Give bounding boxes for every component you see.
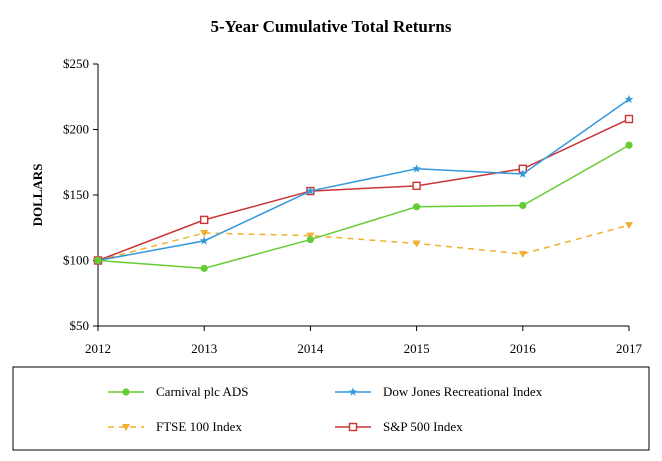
legend-item: Dow Jones Recreational Index: [335, 384, 543, 399]
data-point-marker: [122, 424, 130, 431]
data-point-marker: [518, 169, 528, 178]
series-carnival-plc-ads: [94, 141, 633, 272]
y-tick-label: $200: [63, 122, 89, 137]
data-point-marker: [518, 250, 527, 258]
y-tick-label: $150: [63, 187, 89, 202]
data-point-marker: [306, 186, 315, 195]
x-tick-label: 2014: [297, 341, 324, 356]
legend-label: FTSE 100 Index: [156, 419, 242, 434]
data-point-marker: [348, 422, 358, 432]
legend-label: Carnival plc ADS: [156, 384, 248, 399]
legend-label: S&P 500 Index: [383, 419, 463, 434]
data-point-marker: [94, 256, 102, 265]
x-tick-label: 2016: [510, 341, 537, 356]
legend-item: FTSE 100 Index: [108, 419, 242, 434]
data-point-marker: [412, 240, 421, 248]
x-tick-label: 2015: [404, 341, 430, 356]
data-point-marker: [412, 164, 421, 173]
data-point-marker: [624, 94, 634, 104]
legend-item: S&P 500 Index: [335, 419, 463, 434]
legend: Carnival plc ADS Dow Jones Recreational I…: [12, 366, 650, 451]
data-point-marker: [413, 203, 421, 211]
x-tick-label: 2017: [616, 341, 643, 356]
y-tick-label: $250: [63, 56, 89, 71]
data-point-marker: [200, 264, 208, 272]
data-point-marker: [122, 388, 130, 396]
data-point-marker: [412, 181, 421, 191]
data-point-marker: [519, 201, 527, 210]
y-tick-label: $100: [63, 253, 89, 268]
series-line: [97, 144, 630, 270]
x-tick-label: 2012: [85, 341, 111, 356]
y-tick-label: $50: [70, 318, 90, 333]
data-point-marker: [625, 222, 633, 230]
series-line: [97, 118, 630, 262]
data-point-marker: [625, 141, 633, 149]
axes: $50 $100 $150 $200 $250 2012 2013 2014 2015 2016 2…: [63, 56, 643, 356]
series-ftse-100-index: [94, 222, 633, 265]
data-point-marker: [199, 236, 209, 245]
data-point-marker: [624, 114, 634, 124]
legend-label: Dow Jones Recreational Index: [383, 384, 543, 399]
x-tick-label: 2013: [191, 341, 217, 356]
data-point-marker: [348, 387, 358, 396]
data-point-marker: [199, 215, 209, 225]
data-point-marker: [306, 235, 314, 244]
series-line: [97, 98, 630, 262]
series-layer: [93, 94, 634, 272]
data-point-marker: [200, 229, 209, 237]
series-line: [97, 224, 630, 262]
legend-item: Carnival plc ADS: [108, 384, 248, 399]
chart-title: 5-Year Cumulative Total Returns: [211, 17, 452, 36]
legend-box: [12, 366, 650, 451]
y-axis-label: DOLLARS: [30, 164, 45, 227]
